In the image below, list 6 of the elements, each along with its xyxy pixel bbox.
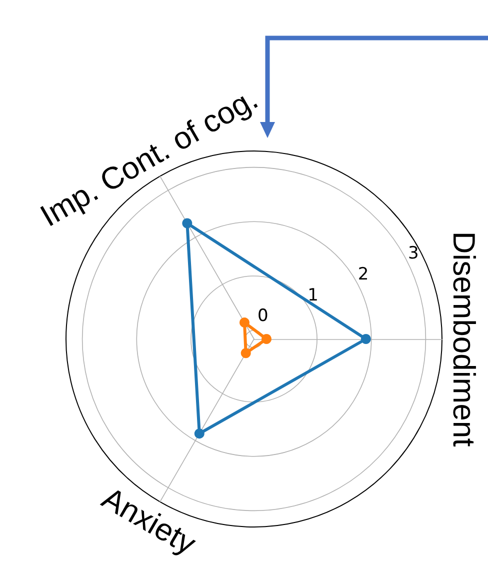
y-tick-label: 0 — [257, 306, 268, 326]
spoke-label: Imp. Cont. of cog. — [34, 80, 264, 234]
y-tick-label: 2 — [358, 264, 369, 284]
y-tick-label: 3 — [408, 244, 419, 264]
spoke-label: Disembodiment — [446, 231, 482, 448]
y-tick-label: 1 — [308, 285, 318, 306]
